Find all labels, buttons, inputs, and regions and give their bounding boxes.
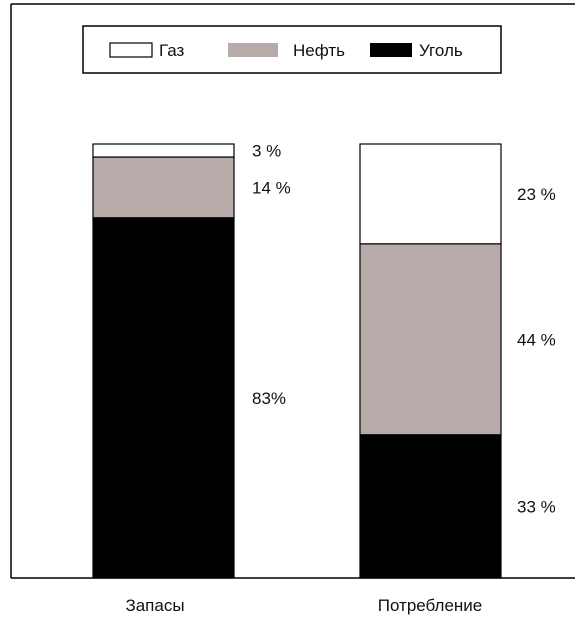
category-label-0: Запасы — [125, 596, 184, 615]
value-label-0-1: 14 % — [252, 178, 291, 197]
category-labels: Запасы Потребление — [125, 596, 482, 615]
legend-label-ugol: Уголь — [419, 41, 463, 60]
value-label-0-2: 83% — [252, 389, 286, 408]
bar-segment-0-1 — [92, 156, 235, 219]
value-label-1-1: 44 % — [517, 330, 556, 349]
bar-segment-1-0 — [359, 143, 502, 245]
legend-label-gaz: Газ — [159, 41, 185, 60]
legend-swatch-neft — [228, 43, 278, 57]
value-labels: 83% 14 % 3 % 33 % 44 % 23 % — [252, 142, 556, 517]
value-label-1-0: 23 % — [517, 185, 556, 204]
bar-segment-1-1 — [359, 243, 502, 436]
legend-swatch-gaz — [109, 42, 153, 58]
bar-segment-1-2 — [359, 434, 502, 579]
legend-label-neft: Нефть — [293, 41, 345, 60]
bar-segment-0-2 — [92, 217, 235, 579]
value-label-0-0: 3 % — [252, 142, 281, 161]
legend-swatch-ugol — [370, 43, 412, 57]
bar-segment-0-0 — [92, 143, 235, 158]
category-label-1: Потребление — [378, 596, 483, 615]
legend-box — [82, 25, 502, 74]
value-label-1-2: 33 % — [517, 497, 556, 516]
bars — [92, 143, 502, 579]
legend: Газ Нефть Уголь — [82, 25, 502, 74]
